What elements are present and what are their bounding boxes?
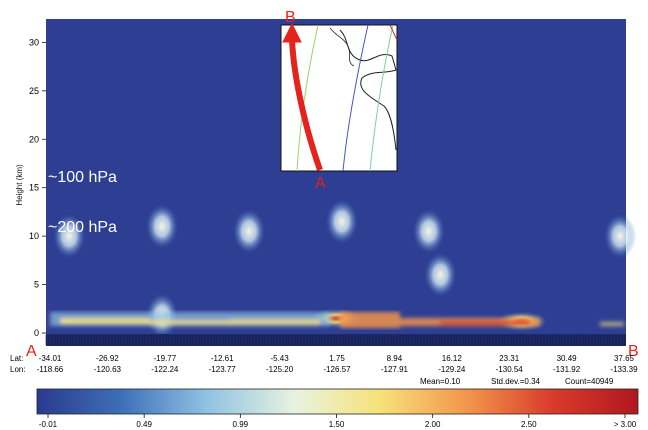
lat-value: 16.12 [442,354,463,363]
cloud-cell [412,209,445,254]
lon-value: -122.24 [151,365,179,374]
stat-count: Count=40949 [565,377,614,386]
section-start-label: A [26,343,37,360]
p200-label: ~200 hPa [48,219,117,236]
section-end-label: B [628,343,639,360]
colorbar-tick-label: -0.01 [39,420,58,429]
y-tick-label: 0 [34,328,39,338]
lat-value: -5.43 [270,354,289,363]
colorbar-tick-label: 0.49 [136,420,152,429]
lon-value: -118.66 [37,365,64,374]
y-axis-label: Height (km) [15,164,24,206]
track-arrow [289,39,323,171]
lat-value: 30.49 [557,354,578,363]
cloud-cell [604,214,637,259]
lat-value: 37.65 [614,354,635,363]
cloud-features [53,199,637,338]
colorbar-tick-label: 2.50 [521,420,537,429]
lon-value: -123.77 [209,365,237,374]
cloud-cell [233,209,265,254]
stat-mean: Mean=0.10 [420,377,461,386]
lat-value: -26.92 [96,354,119,363]
lat-value: -12.61 [211,354,234,363]
lon-row-label: Lon: [10,365,26,374]
lon-value: -127.91 [381,365,409,374]
lon-value: -131.92 [553,365,581,374]
lat-value: 8.94 [387,354,403,363]
colorbar [36,388,639,415]
lon-value: -129.24 [438,365,466,374]
y-tick-label: 30 [29,37,39,47]
y-axis: 0 5 10 15 20 25 30 [29,37,46,338]
lon-value: -126.57 [323,365,351,374]
lat-value: 23.31 [499,354,520,363]
cloud-cell [53,214,86,259]
cloud-cell [325,199,358,244]
stat-std: Std.dev.=0.34 [491,377,541,386]
inset-end-label: B [285,9,296,26]
lon-value: -133.39 [610,365,638,374]
colorbar-tick-label: 1.50 [329,420,345,429]
y-tick-label: 10 [29,231,39,241]
lat-row-label: Lat: [10,354,23,363]
lon-value: -130.54 [496,365,524,374]
y-tick-label: 15 [29,183,39,193]
y-tick-label: 20 [29,134,39,144]
track-coordinates: -34.01 -118.66 -26.92 -120.63 -19.77 -122.24 -… [37,354,638,374]
colorbar-tick-label: 0.99 [233,420,249,429]
p100-label: ~100 hPa [48,169,117,186]
colorbar-tick-label: 2.00 [425,420,441,429]
cloud-cell [424,252,457,297]
colorbar-ticks: -0.01 0.49 0.99 1.50 2.00 2.50 > 3.00 [39,414,637,429]
colorbar-tick-label: > 3.00 [614,420,637,429]
y-tick-label: 25 [29,86,39,96]
lon-value: -125.20 [266,365,294,374]
y-tick-label: 5 [34,280,39,290]
inset-start-label: A [315,175,326,192]
lon-value: -120.63 [94,365,122,374]
inset-map [280,22,398,172]
surface-cloud-layer [50,312,624,328]
lat-value: 1.75 [329,354,345,363]
lat-value: -34.01 [39,354,62,363]
cloud-cell [146,204,178,249]
ground-ticks [45,335,626,345]
lat-value: -19.77 [153,354,176,363]
